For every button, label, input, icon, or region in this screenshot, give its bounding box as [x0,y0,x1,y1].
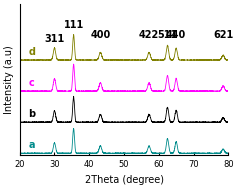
Text: 621: 621 [213,30,233,40]
Text: 311: 311 [44,33,64,43]
Text: b: b [28,109,35,119]
Y-axis label: Intensity (a.u): Intensity (a.u) [4,45,14,114]
Text: 400: 400 [90,30,110,40]
Text: d: d [28,47,35,57]
Text: 111: 111 [64,20,84,30]
Text: 440: 440 [166,30,186,40]
Text: a: a [28,140,35,150]
Text: c: c [28,78,34,88]
Text: 511: 511 [157,30,178,40]
X-axis label: 2Theta (degree): 2Theta (degree) [84,175,164,185]
Text: 422: 422 [139,30,159,40]
